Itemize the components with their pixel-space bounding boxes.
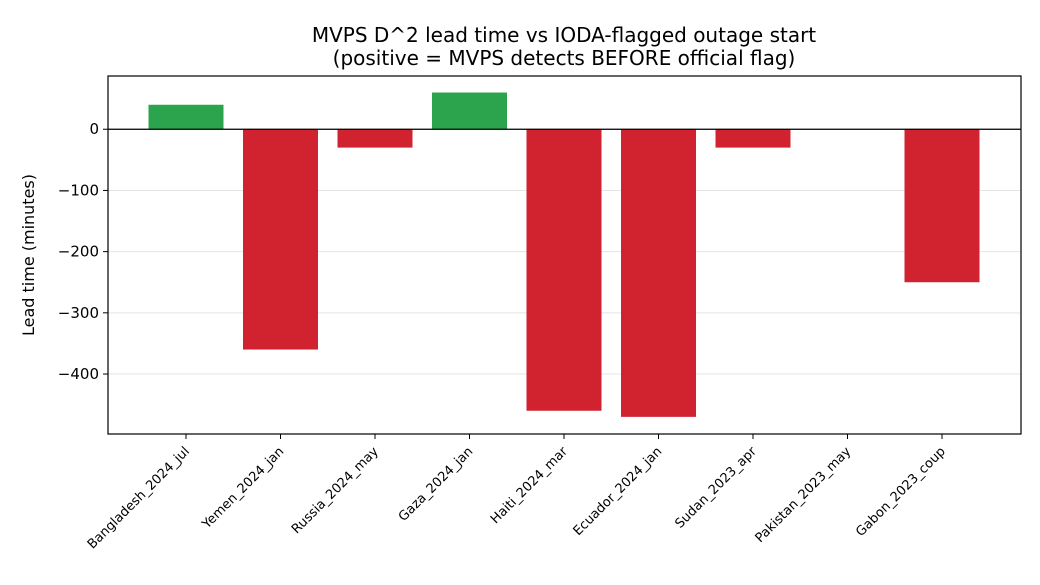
y-tick-label: −400 bbox=[58, 365, 99, 383]
x-tick-label: Gaza_2024_jan bbox=[396, 444, 476, 524]
y-tick-label: −200 bbox=[58, 243, 99, 261]
bar-bangladesh-2024-jul bbox=[148, 104, 224, 130]
y-tick-label: −300 bbox=[58, 304, 99, 322]
y-tick-label: −100 bbox=[58, 181, 99, 199]
x-tick-label: Bangladesh_2024_jul bbox=[85, 444, 193, 552]
chart-title-line-2: (positive = MVPS detects BEFORE official… bbox=[333, 46, 796, 70]
y-axis-label: Lead time (minutes) bbox=[19, 174, 38, 336]
x-tick-label: Gabon_2023_coup bbox=[853, 444, 949, 540]
x-tick-label: Ecuador_2024_jan bbox=[571, 444, 666, 539]
bar-sudan-2023-apr bbox=[715, 129, 791, 148]
x-tick-label: Sudan_2023_apr bbox=[672, 444, 760, 532]
bar-yemen-2024-jan bbox=[243, 129, 318, 350]
bar-ecuador-2024-jan bbox=[621, 129, 696, 417]
bars bbox=[148, 92, 980, 417]
bar-russia-2024-may bbox=[337, 129, 413, 148]
bar-haiti-2024-mar bbox=[526, 129, 602, 411]
bar-gabon-2023-coup bbox=[904, 129, 980, 283]
x-tick-label: Pakistan_2023_may bbox=[753, 444, 855, 546]
chart-title-line-1: MVPS D^2 lead time vs IODA-flagged outag… bbox=[312, 23, 816, 47]
x-axis-ticks: Bangladesh_2024_jul Yemen_2024_jan Russia_… bbox=[85, 434, 949, 552]
y-tick-label: 0 bbox=[89, 120, 99, 138]
x-tick-label: Haiti_2024_mar bbox=[488, 444, 571, 527]
bar-gaza-2024-jan bbox=[432, 92, 507, 130]
x-tick-label: Yemen_2024_jan bbox=[199, 444, 287, 532]
y-axis-ticks: 0 −100 −200 −300 −400 bbox=[58, 120, 108, 383]
x-tick-label: Russia_2024_may bbox=[289, 444, 382, 537]
